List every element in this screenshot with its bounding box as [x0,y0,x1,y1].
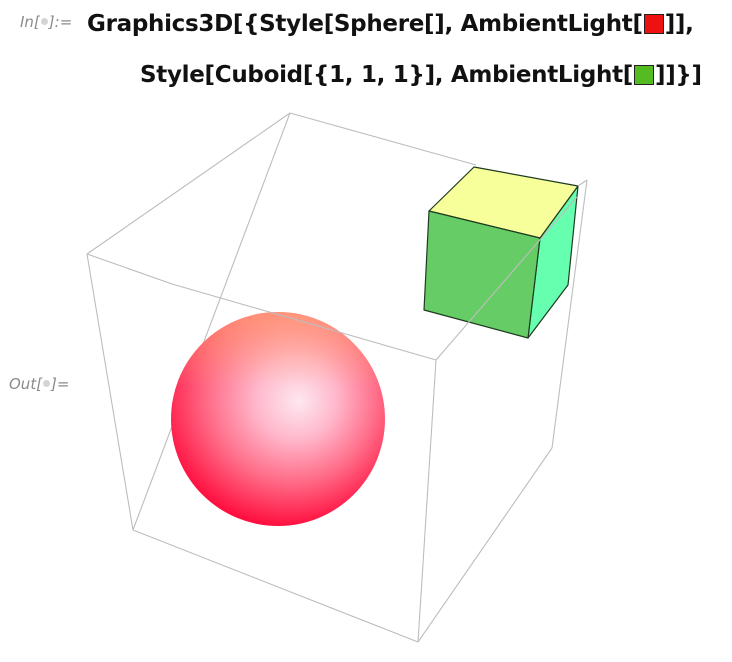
out-label-prefix: Out[ [9,375,43,393]
input-code-line-2[interactable]: Style[Cuboid[{1, 1, 1}], AmbientLight[]]… [140,60,702,90]
cuboid-front-face [423,210,541,339]
bounding-box-front-edges [86,112,588,643]
input-code-line-1[interactable]: Graphics3D[{Style[Sphere[], AmbientLight… [87,9,694,39]
input-cell-label: In[ ]:= [20,13,72,31]
box-edge [577,179,588,187]
code-line-1-suffix: ]], [664,11,694,37]
red-color-swatch[interactable] [643,14,664,34]
cell-number-placeholder-dot [40,18,48,25]
box-edge [289,112,477,166]
box-edge [132,112,291,531]
box-edge [417,359,437,643]
box-edge [86,112,291,255]
box-edge [86,253,173,285]
code-line-2-suffix: ]]}] [655,62,702,88]
code-line-1-prefix: Graphics3D[{Style[Sphere[], AmbientLight… [87,11,643,37]
green-color-swatch[interactable] [634,65,654,85]
box-edge [132,529,419,643]
sphere [171,312,385,526]
in-label-prefix: In[ [20,13,40,31]
box-edge [435,196,578,361]
box-edge [417,447,553,643]
output-cell-label: Out[ ]= [9,375,69,393]
cuboid [423,166,579,339]
code-line-2-prefix: Style[Cuboid[{1, 1, 1}], AmbientLight[ [140,62,633,88]
in-label-suffix: ]:= [48,13,73,31]
bounding-box-back-edges [86,112,419,643]
box-edge [551,179,588,449]
out-label-suffix: ]= [51,375,70,393]
box-edge [171,283,437,361]
box-edge [86,253,134,531]
cell-number-placeholder-dot [43,380,51,387]
sphere-top-tint [171,312,385,526]
